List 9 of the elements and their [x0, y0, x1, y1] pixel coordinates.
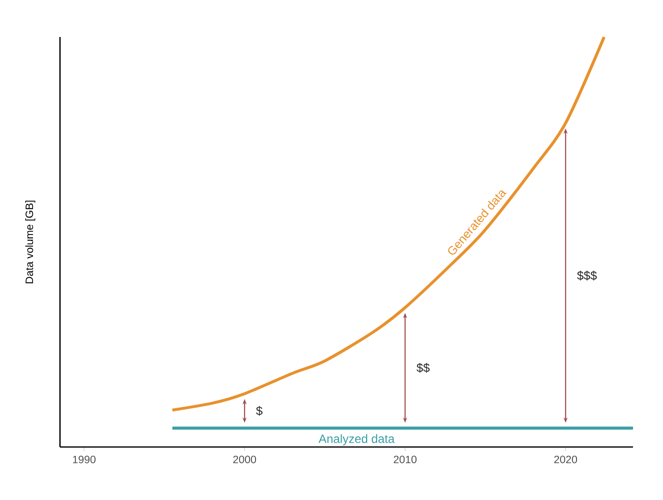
- x-tick-label: 2000: [233, 456, 256, 464]
- series-label: Analyzed data: [318, 434, 395, 446]
- annotation: $: [256, 406, 262, 416]
- annotation: $$$: [577, 270, 597, 280]
- x-tick-label: 2010: [394, 456, 417, 464]
- y-axis-title: Data volume [GB]: [25, 200, 36, 284]
- x-tick-label: 2020: [554, 456, 578, 464]
- annotation: $$: [416, 363, 430, 373]
- x-tick-label: 1990: [73, 456, 96, 464]
